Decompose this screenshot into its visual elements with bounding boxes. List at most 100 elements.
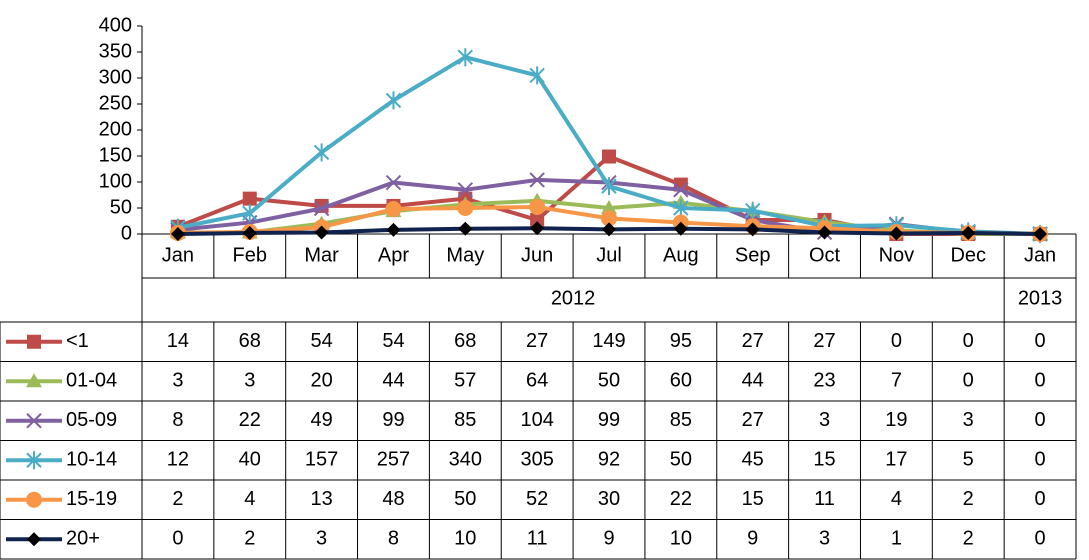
marker (313, 200, 330, 217)
table-value: 27 (813, 330, 835, 352)
table-value: 0 (963, 330, 974, 352)
marker (242, 225, 257, 240)
marker (601, 210, 617, 227)
table-value: 104 (520, 409, 553, 431)
table-value: 50 (454, 488, 476, 510)
table-value: 157 (305, 449, 338, 471)
marker (602, 222, 616, 237)
table-value: 54 (382, 330, 404, 352)
marker (744, 201, 761, 220)
table-value: 27 (742, 409, 764, 431)
marker (242, 191, 257, 206)
table-value: 17 (885, 449, 907, 471)
table-value: 14 (167, 330, 189, 352)
marker (242, 204, 258, 223)
marker (673, 199, 689, 217)
table-value: 2 (963, 528, 974, 550)
table-value: 50 (598, 370, 620, 392)
table-value: 3 (316, 528, 327, 550)
table-value: 99 (382, 409, 404, 431)
x-tick-label: Jun (521, 244, 553, 266)
table-value: 3 (819, 528, 830, 550)
table-value: 4 (244, 488, 255, 510)
table-value: 149 (592, 330, 625, 352)
table-value: 23 (813, 370, 835, 392)
x-tick-label: Sep (735, 244, 771, 266)
y-tick-label: 300 (99, 66, 132, 88)
table-value: 52 (526, 488, 548, 510)
table-value: 10 (454, 528, 476, 550)
y-tick-label: 0 (121, 222, 132, 244)
table-value: 22 (239, 409, 261, 431)
y-tick-label: 50 (110, 196, 132, 218)
table-value: 27 (742, 330, 764, 352)
table-value: 3 (963, 409, 974, 431)
table-value: 60 (670, 370, 692, 392)
marker (529, 66, 545, 85)
y-tick-label: 350 (99, 40, 132, 62)
y-tick-label: 200 (99, 118, 132, 140)
table-value: 0 (1035, 528, 1046, 550)
marker (529, 198, 546, 215)
table-value: 2 (244, 528, 255, 550)
table-value: 0 (1035, 409, 1046, 431)
table-value: 68 (239, 330, 261, 352)
table-value: 30 (598, 488, 620, 510)
marker (314, 225, 329, 240)
x-tick-label: Dec (950, 244, 986, 266)
table-value: 3 (244, 370, 255, 392)
marker (385, 174, 402, 191)
table-value: 45 (742, 449, 764, 471)
table-value: 85 (670, 409, 692, 431)
marker (386, 222, 401, 237)
legend-label: <1 (66, 330, 89, 352)
marker (385, 201, 402, 218)
marker (673, 182, 689, 198)
y-tick-label: 400 (99, 14, 132, 36)
table-value: 15 (742, 488, 764, 510)
marker (457, 200, 474, 216)
table-value: 20 (310, 370, 332, 392)
x-tick-label: Feb (233, 244, 267, 266)
table-value: 340 (449, 449, 482, 471)
table-value: 99 (598, 409, 620, 431)
x-tick-label: Jan (1024, 244, 1056, 266)
table-value: 0 (1035, 449, 1046, 471)
marker (601, 200, 617, 214)
marker (313, 143, 330, 162)
marker (602, 149, 616, 164)
table-value: 0 (891, 330, 902, 352)
legend-marker (26, 451, 42, 470)
marker (1033, 227, 1048, 241)
table-value: 11 (527, 528, 548, 550)
table-value: 54 (310, 330, 332, 352)
table-value: 44 (742, 370, 764, 392)
y-tick-label: 100 (99, 170, 132, 192)
table-value: 2 (963, 488, 974, 510)
x-tick-label: Mar (304, 244, 339, 266)
table-value: 19 (885, 409, 907, 431)
legend-label: 15-19 (66, 488, 117, 510)
x-tick-label: Jan (162, 244, 194, 266)
legend-marker (26, 373, 42, 388)
marker (385, 91, 402, 110)
table-value: 13 (310, 488, 332, 510)
legend-label: 10-14 (66, 449, 117, 471)
table-value: 22 (670, 488, 692, 510)
marker (745, 222, 760, 237)
legend-label: 20+ (66, 528, 100, 550)
marker (457, 182, 474, 198)
legend-label: 05-09 (66, 409, 117, 431)
marker (673, 221, 688, 236)
table-value: 7 (891, 370, 902, 392)
legend-label: 01-04 (66, 370, 117, 392)
table-value: 11 (814, 488, 835, 510)
table-value: 95 (670, 330, 692, 352)
x-tick-label: May (446, 244, 484, 266)
table-value: 8 (388, 528, 399, 550)
x-tick-label: Apr (378, 244, 409, 266)
x-tick-label: Jul (596, 244, 622, 266)
table-value: 0 (963, 370, 974, 392)
marker (529, 172, 545, 188)
